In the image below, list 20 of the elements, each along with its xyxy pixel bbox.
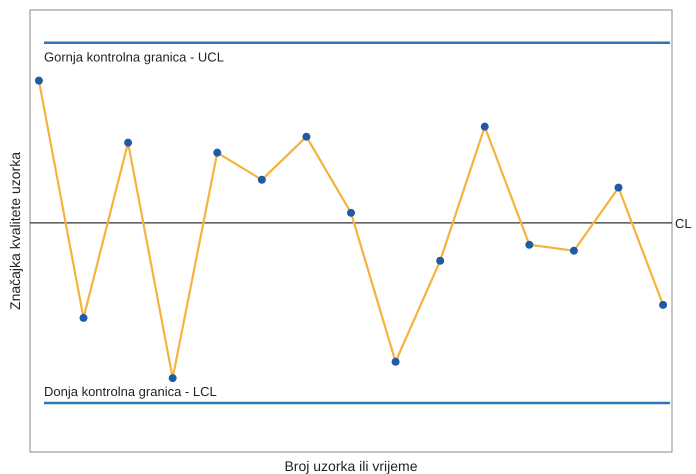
- y-axis-title: Značajka kvalitete uzorka: [7, 152, 23, 310]
- ref-line-label: Gornja kontrolna granica - UCL: [44, 50, 224, 65]
- ref-line-label: Donja kontrolna granica - LCL: [44, 384, 217, 399]
- point: [34, 76, 43, 85]
- point: [213, 148, 222, 157]
- point: [659, 300, 668, 309]
- point: [436, 256, 444, 265]
- point: [480, 122, 489, 131]
- point: [124, 138, 132, 147]
- x-axis-title: Broj uzorka ili vrijeme: [284, 458, 418, 474]
- point: [347, 208, 355, 217]
- point: [392, 358, 400, 366]
- point: [570, 246, 578, 255]
- point: [302, 132, 310, 141]
- point: [525, 240, 534, 249]
- point: [80, 314, 88, 322]
- ref-line-label: CL: [675, 216, 692, 231]
- point: [258, 176, 266, 184]
- point: [168, 374, 177, 382]
- point: [614, 184, 622, 192]
